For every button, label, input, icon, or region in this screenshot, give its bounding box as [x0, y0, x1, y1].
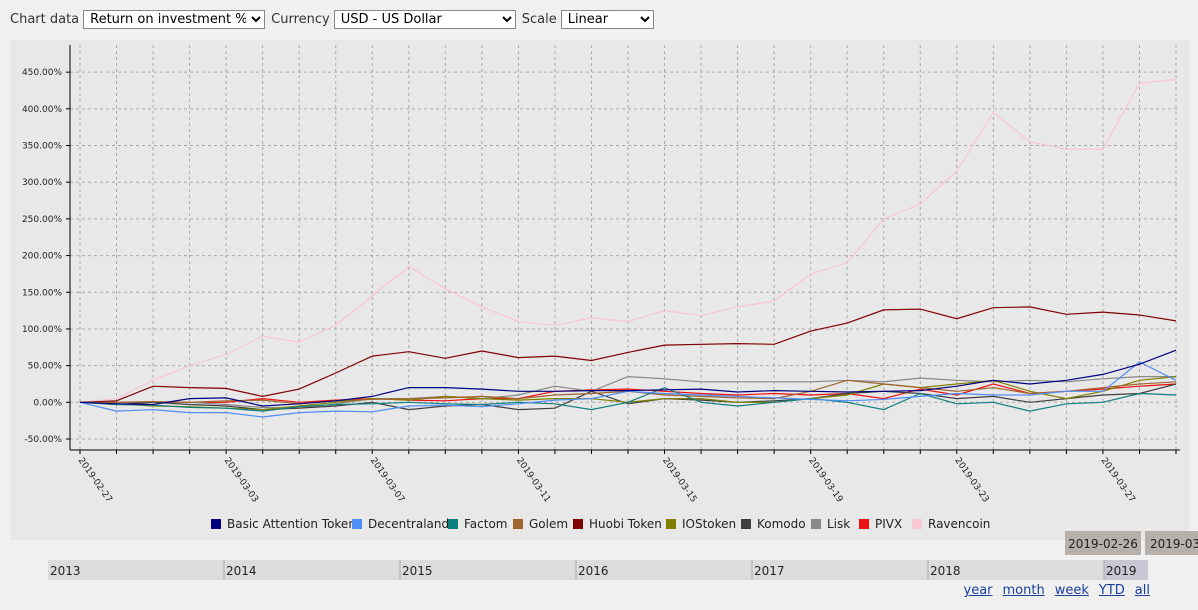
scale-select[interactable]: Linear — [560, 10, 654, 29]
range-link[interactable]: year — [963, 583, 993, 598]
legend-label: IOStoken — [682, 517, 736, 531]
series-line — [79, 349, 1177, 407]
y-tick-label: 450.00% — [22, 68, 62, 78]
legend-label: Huobi Token — [589, 517, 662, 531]
y-tick-label: 250.00% — [22, 215, 62, 225]
legend-swatch — [211, 519, 221, 529]
year-label: 2013 — [50, 564, 81, 578]
navigator-bar — [48, 560, 1148, 580]
legend-swatch — [448, 519, 458, 529]
to-box — [1145, 531, 1198, 555]
legend-swatch — [912, 519, 922, 529]
series-line — [79, 386, 1177, 412]
navigator-selection[interactable] — [1104, 560, 1148, 580]
series-line — [79, 306, 1177, 403]
range-link[interactable]: all — [1134, 583, 1150, 598]
chart-data-select[interactable]: Return on investment % — [83, 10, 266, 29]
year-label: 2018 — [930, 564, 961, 578]
y-tick-label: 150.00% — [22, 288, 62, 298]
legend-label: Ravencoin — [928, 517, 990, 531]
year-label: 2014 — [226, 564, 257, 578]
y-tick-label: 400.00% — [22, 105, 62, 115]
label: Currency — [271, 12, 330, 27]
y-tick-label: 300.00% — [22, 178, 62, 188]
legend-label: PIVX — [875, 517, 902, 531]
series-line — [79, 78, 1177, 403]
legend-label: Golem — [529, 517, 568, 531]
legend-swatch — [352, 519, 362, 529]
legend-swatch — [811, 519, 821, 529]
currency-select[interactable]: USD - US Dollar — [333, 10, 516, 29]
label: Chart data — [10, 12, 80, 27]
controls: Chart data Return on investment % Curren… — [8, 10, 654, 29]
y-tick-label: 350.00% — [22, 142, 62, 152]
legend-swatch — [859, 519, 869, 529]
legend-swatch — [666, 519, 676, 529]
range-links: year month week YTD all — [964, 583, 1151, 598]
year-label: 2015 — [402, 564, 433, 578]
y-tick-label: 100.00% — [22, 325, 62, 335]
range-link[interactable]: YTD — [1098, 583, 1125, 598]
range-link[interactable]: month — [1002, 583, 1045, 598]
legend-label: Basic Attention Token — [227, 517, 356, 531]
legend-swatch — [513, 519, 523, 529]
series-line — [80, 383, 1177, 403]
from-label: 2019-02-26 — [1068, 537, 1138, 551]
legend-label: Lisk — [827, 517, 850, 531]
chart-background — [10, 40, 1190, 540]
label: Scale — [521, 12, 557, 27]
y-tick-label: -50.00% — [24, 435, 62, 445]
y-tick-label: 0.00% — [33, 398, 62, 408]
year-label: 2017 — [754, 564, 785, 578]
year-label: 2016 — [578, 564, 609, 578]
series-line — [79, 361, 1177, 418]
series-line — [80, 375, 1176, 409]
legend-label: Factom — [464, 517, 508, 531]
legend-label: Decentraland — [368, 517, 449, 531]
chart: -50.00% 0.00% 50.00% 100.00% 150.00% 200.00% 2… — [10, 40, 1198, 580]
range-link[interactable]: week — [1054, 583, 1089, 598]
y-tick-label: 200.00% — [22, 252, 62, 262]
legend-swatch — [573, 519, 583, 529]
year-label: 2019 — [1106, 564, 1137, 578]
legend-label: Komodo — [757, 517, 806, 531]
y-tick-label: 50.00% — [28, 362, 63, 372]
to-label: 2019-03 — [1150, 537, 1198, 551]
from-box — [1065, 531, 1141, 555]
legend-swatch — [741, 519, 751, 529]
